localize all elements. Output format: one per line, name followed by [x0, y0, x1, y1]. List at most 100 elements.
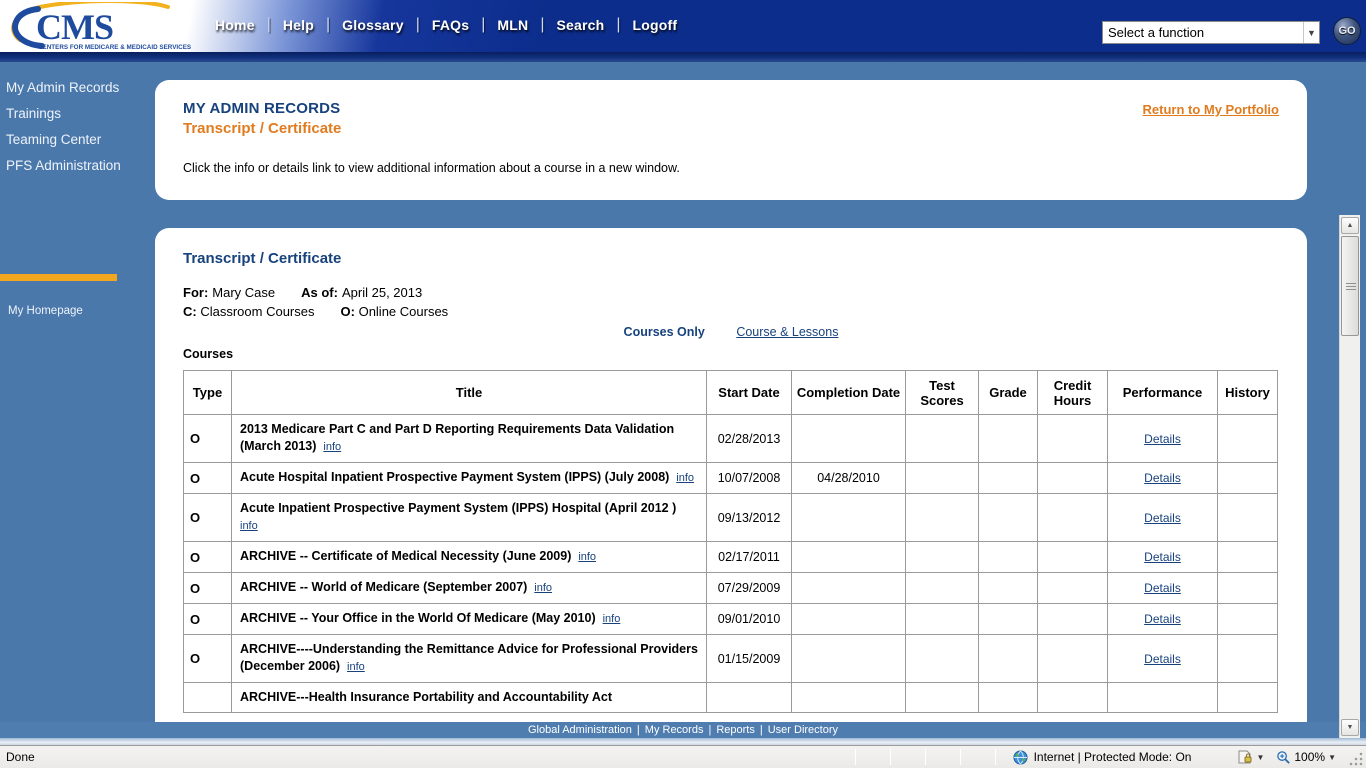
zoom-control[interactable]: 100% ▼	[1270, 749, 1342, 766]
course-start-date-cell: 02/17/2011	[706, 541, 792, 573]
details-link[interactable]: Details	[1144, 431, 1181, 446]
courses-table-body: O 2013 Medicare Part C and Part D Reporti…	[183, 414, 1278, 713]
course-performance-cell: Details	[1107, 603, 1218, 635]
view-toggle: Courses Only Course & Lessons	[183, 325, 1279, 339]
courses-table: Type Title Start Date Completion Date Test S…	[183, 370, 1278, 713]
top-header: CMS CENTERS FOR MEDICARE & MEDICAID SERV…	[0, 0, 1366, 52]
course-test-scores-cell	[905, 414, 979, 463]
nav-separator: |	[415, 16, 420, 33]
footer-link-global-administration[interactable]: Global Administration	[527, 724, 632, 736]
zone-settings-button[interactable]: ▼	[1231, 749, 1270, 765]
sidebar-item-pfs-administration[interactable]: PFS Administration	[6, 158, 121, 173]
course-title-cell: Acute Hospital Inpatient Prospective Pay…	[231, 462, 707, 494]
course-history-cell	[1217, 682, 1278, 713]
course-completion-date-cell	[791, 603, 906, 635]
footer-nav: Global Administration | My Records | Reports…	[0, 722, 1366, 738]
info-link[interactable]: info	[240, 520, 258, 532]
instruction-text: Click the info or details link to view a…	[183, 161, 680, 175]
nav-glossary[interactable]: Glossary	[342, 17, 404, 33]
nav-separator: |	[326, 16, 331, 33]
course-type-cell: O	[183, 541, 232, 573]
course-title: Acute Hospital Inpatient Prospective Pay…	[240, 470, 670, 484]
for-value: Mary Case	[212, 285, 276, 300]
statusbar-separator	[959, 749, 961, 765]
courses-only-toggle[interactable]: Courses Only	[623, 325, 705, 339]
transcript-panel: Transcript / Certificate For: Mary Case As…	[155, 228, 1307, 722]
info-link[interactable]: info	[323, 441, 342, 453]
statusbar-separator	[854, 749, 856, 765]
transcript-for-line: For: Mary Case As of: April 25, 2013	[183, 285, 1279, 300]
scroll-up-button[interactable]: ▲	[1341, 217, 1359, 234]
course-lessons-link[interactable]: Course & Lessons	[736, 325, 839, 339]
online-label: O:	[340, 304, 355, 319]
course-grade-cell	[978, 493, 1038, 542]
zone-text: Internet | Protected Mode: On	[1033, 750, 1192, 764]
course-credit-hours-cell	[1037, 603, 1108, 635]
course-credit-hours-cell	[1037, 414, 1108, 463]
course-type-cell: O	[183, 493, 232, 542]
details-link[interactable]: Details	[1144, 550, 1181, 564]
page-subtitle: Transcript / Certificate	[183, 120, 342, 137]
sidebar-item-my-homepage[interactable]: My Homepage	[8, 305, 83, 317]
column-header-credit-hours: Credit Hours	[1037, 370, 1108, 415]
course-credit-hours-cell	[1037, 682, 1108, 713]
nav-mln[interactable]: MLN	[497, 17, 529, 33]
info-link[interactable]: info	[347, 661, 365, 673]
course-grade-cell	[978, 603, 1038, 635]
nav-help[interactable]: Help	[282, 17, 314, 33]
course-history-cell	[1217, 603, 1278, 635]
column-header-completion-date: Completion Date	[791, 370, 906, 415]
nav-separator: |	[266, 16, 271, 33]
nav-separator: |	[540, 16, 545, 33]
info-link[interactable]: info	[578, 551, 597, 563]
course-performance-cell: Details	[1107, 572, 1218, 604]
table-row: O ARCHIVE -- Certificate of Medical Neces…	[183, 541, 1278, 573]
details-link[interactable]: Details	[1144, 612, 1181, 626]
sidebar-item-trainings[interactable]: Trainings	[6, 106, 62, 121]
table-row: O 2013 Medicare Part C and Part D Reporti…	[183, 414, 1278, 463]
course-start-date-cell: 01/15/2009	[706, 634, 792, 683]
course-title: ARCHIVE----Understanding the Remittance …	[240, 642, 698, 673]
details-link[interactable]: Details	[1144, 651, 1181, 666]
resize-grip[interactable]	[1348, 751, 1364, 767]
scrollbar-grip	[1346, 283, 1356, 291]
go-button[interactable]: GO	[1333, 17, 1361, 45]
zoom-icon	[1277, 750, 1291, 764]
classroom-value: Classroom Courses	[200, 304, 315, 319]
return-to-portfolio-link[interactable]: Return to My Portfolio	[1142, 102, 1280, 117]
course-test-scores-cell	[905, 634, 979, 683]
info-link[interactable]: info	[602, 613, 621, 625]
nav-home[interactable]: Home	[215, 17, 255, 33]
nav-logoff[interactable]: Logoff	[632, 17, 678, 33]
nav-faqs[interactable]: FAQs	[431, 17, 470, 33]
function-select[interactable]: Select a function ▼	[1102, 21, 1320, 44]
course-start-date-cell: 09/13/2012	[706, 493, 792, 542]
vertical-scrollbar[interactable]: ▲ ▼	[1339, 215, 1360, 738]
table-row: O ARCHIVE----Understanding the Remittance…	[183, 634, 1278, 683]
footer-link-reports[interactable]: Reports	[716, 724, 755, 736]
course-start-date-cell: 02/28/2013	[706, 414, 792, 463]
sidebar-item-my-admin-records[interactable]: My Admin Records	[6, 80, 120, 95]
details-link[interactable]: Details	[1144, 510, 1181, 525]
column-header-type: Type	[183, 370, 232, 415]
statusbar-separator	[889, 749, 891, 765]
info-link[interactable]: info	[534, 582, 553, 594]
course-test-scores-cell	[905, 603, 979, 635]
scroll-down-button[interactable]: ▼	[1341, 719, 1359, 736]
window-chrome-strip	[0, 738, 1366, 745]
courses-section-label: Courses	[183, 347, 234, 361]
globe-icon	[1013, 749, 1028, 765]
footer-link-my-records[interactable]: My Records	[644, 724, 704, 736]
footer-link-user-directory[interactable]: User Directory	[767, 724, 839, 736]
nav-separator: |	[616, 16, 621, 33]
details-link[interactable]: Details	[1144, 471, 1181, 485]
course-start-date-cell: 07/29/2009	[706, 572, 792, 604]
course-type-cell	[183, 682, 232, 713]
status-bar: Done Internet | Protected Mode: On ▼	[0, 745, 1366, 768]
details-link[interactable]: Details	[1144, 581, 1181, 595]
info-link[interactable]: info	[676, 472, 695, 484]
top-nav: Home | Help | Glossary | FAQs | MLN | Search | Logof…	[205, 9, 687, 41]
sidebar-item-teaming-center[interactable]: Teaming Center	[6, 132, 102, 147]
nav-search[interactable]: Search	[556, 17, 605, 33]
scrollbar-thumb[interactable]	[1341, 236, 1359, 336]
